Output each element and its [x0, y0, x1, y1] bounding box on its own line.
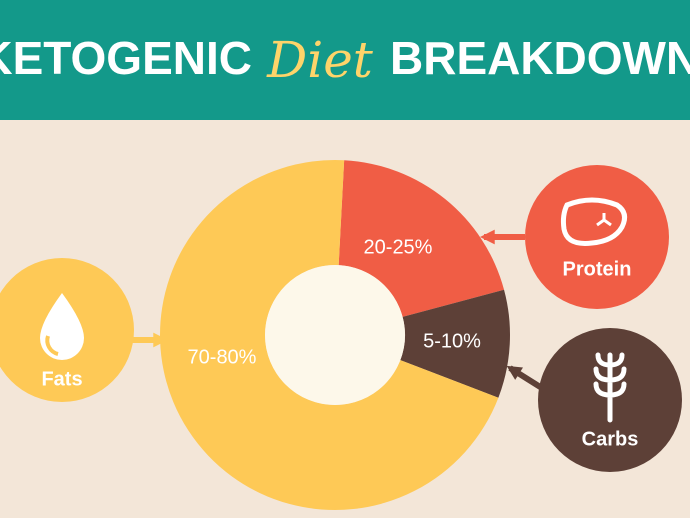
drop-icon	[40, 293, 84, 360]
arrow-head	[153, 332, 168, 348]
arrow-head	[480, 229, 495, 245]
slice-label: 20-25%	[364, 236, 433, 258]
slice	[160, 160, 499, 510]
category-label: Carbs	[582, 428, 639, 450]
title-part: BREAKDOWN	[390, 32, 690, 84]
slice-label: 5-10%	[423, 330, 481, 352]
slice	[338, 160, 505, 317]
title-part: Diet	[266, 31, 374, 89]
drop-shine	[45, 335, 59, 356]
category-circle	[525, 165, 669, 309]
slice-label: 70-80%	[188, 346, 257, 368]
wheat-icon	[593, 352, 627, 423]
steak-icon	[560, 197, 628, 246]
donut-hole	[265, 265, 405, 405]
title-part: KETOGENIC	[0, 32, 252, 84]
category-label: Fats	[41, 368, 82, 390]
bone-icon	[596, 213, 612, 227]
slice	[400, 289, 510, 398]
category-label: Protein	[563, 258, 632, 280]
arrow-head	[506, 365, 523, 380]
header-band	[0, 0, 690, 120]
